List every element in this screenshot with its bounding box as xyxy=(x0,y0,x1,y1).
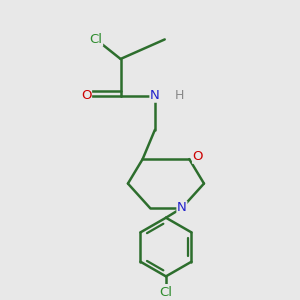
Text: O: O xyxy=(193,150,203,163)
Text: Cl: Cl xyxy=(89,33,103,46)
Text: Cl: Cl xyxy=(159,286,172,299)
Text: N: N xyxy=(177,202,187,214)
Text: H: H xyxy=(175,89,184,102)
Text: N: N xyxy=(150,89,160,102)
Text: O: O xyxy=(81,89,92,102)
